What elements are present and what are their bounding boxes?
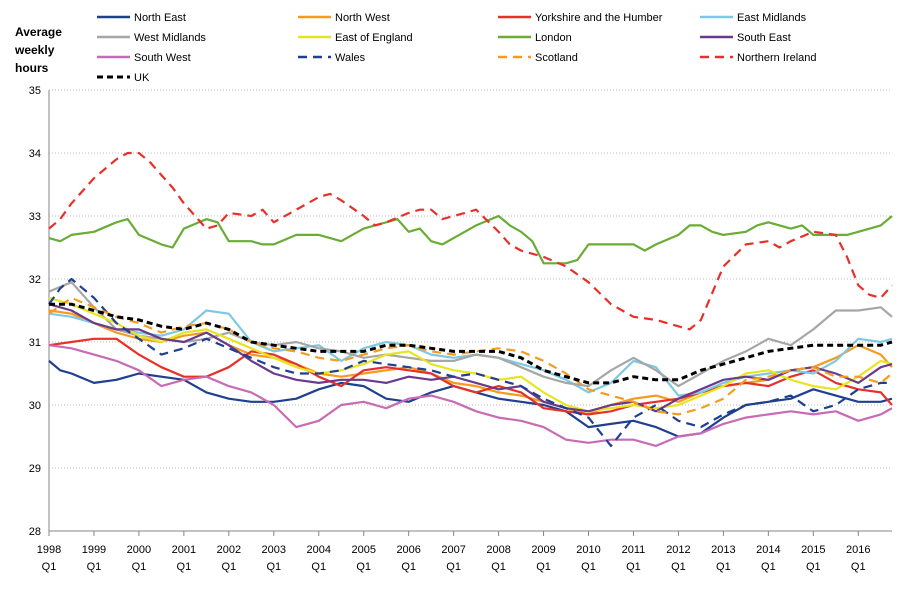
x-tick-label-quarter: Q1 (87, 561, 102, 573)
series-line-london (48, 214, 893, 265)
x-tick-label-year: 2007 (441, 544, 465, 556)
y-tick-label: 33 (29, 211, 41, 223)
x-tick-label-year: 2000 (127, 544, 151, 556)
x-tick-label-quarter: Q1 (761, 561, 776, 573)
x-tick-label-quarter: Q1 (536, 561, 551, 573)
gridlines (49, 89, 892, 469)
x-tick-label-quarter: Q1 (401, 561, 416, 573)
x-tick-label-year: 2016 (846, 544, 870, 556)
legend-label-east-midlands: East Midlands (737, 12, 807, 24)
x-tick-label-quarter: Q1 (356, 561, 371, 573)
x-tick-label-year: 1999 (82, 544, 106, 556)
x-tick-label-quarter: Q1 (806, 561, 821, 573)
x-tick-label-year: 2002 (217, 544, 241, 556)
legend-label-north-east: North East (134, 12, 186, 24)
y-tick-label: 35 (29, 85, 41, 97)
legend-label-south-west: South West (134, 52, 191, 64)
x-tick-label-year: 2006 (396, 544, 420, 556)
y-tick-label: 34 (29, 148, 41, 160)
legend-label-scotland: Scotland (535, 52, 578, 64)
y-tick-label: 31 (29, 337, 41, 349)
legend-label-east-of-england: East of England (335, 32, 413, 44)
x-tick-label-year: 2008 (486, 544, 510, 556)
series-line-south-east (48, 303, 893, 413)
series-line-north-west (48, 309, 893, 416)
y-axis-label-line-1: Average (15, 25, 62, 39)
y-axis-ticks: 28 29 30 31 32 33 34 35 (29, 85, 41, 538)
x-tick-label-year: 2005 (351, 544, 375, 556)
x-tick-label-quarter: Q1 (446, 561, 461, 573)
x-tick-label-quarter: Q1 (311, 561, 326, 573)
x-tick-label-quarter: Q1 (581, 561, 596, 573)
series-line-scotland (48, 296, 893, 416)
series-line-northern-ireland (48, 151, 893, 331)
axes (48, 90, 892, 532)
x-tick-label-quarter: Q1 (626, 561, 641, 573)
legend-label-london: London (535, 32, 572, 44)
legend-label-north-west: North West (335, 12, 390, 24)
x-tick-label-quarter: Q1 (491, 561, 506, 573)
x-tick-label-quarter: Q1 (851, 561, 866, 573)
x-tick-label-year: 2010 (576, 544, 600, 556)
x-tick-label-quarter: Q1 (42, 561, 57, 573)
legend: North East North West Yorkshire and the Hu… (97, 12, 817, 84)
x-axis-ticks: 1998 Q1 1999 Q1 2000 Q1 2001 Q1 2002 Q1 2003 Q1 2004… (37, 531, 871, 573)
x-tick-label-year: 2004 (307, 544, 331, 556)
series-line-uk (49, 302, 893, 385)
x-tick-label-quarter: Q1 (132, 561, 147, 573)
y-axis-label-line-3: hours (15, 61, 49, 75)
x-tick-label-quarter: Q1 (221, 561, 236, 573)
x-tick-label-year: 2003 (262, 544, 286, 556)
legend-label-northern-ireland: Northern Ireland (737, 52, 817, 64)
legend-label-south-east: South East (737, 32, 791, 44)
y-tick-label: 32 (29, 274, 41, 286)
y-tick-label: 29 (29, 463, 41, 475)
x-tick-label-year: 2009 (531, 544, 555, 556)
x-tick-label-year: 2012 (666, 544, 690, 556)
legend-label-wales: Wales (335, 52, 366, 64)
y-tick-label: 28 (29, 526, 41, 538)
x-tick-label-year: 2014 (756, 544, 780, 556)
x-tick-label-quarter: Q1 (716, 561, 731, 573)
x-tick-label-quarter: Q1 (266, 561, 281, 573)
x-tick-label-year: 2015 (801, 544, 825, 556)
x-tick-label-year: 2001 (172, 544, 196, 556)
series-lines (48, 151, 893, 447)
legend-label-yorkshire-and-the-humber: Yorkshire and the Humber (535, 12, 663, 24)
x-tick-label-year: 1998 (37, 544, 61, 556)
y-tick-label: 30 (29, 400, 41, 412)
series-line-south-west (48, 344, 893, 447)
y-axis-label: Average weekly hours (14, 25, 62, 75)
x-tick-label-quarter: Q1 (177, 561, 192, 573)
series-line-wales (48, 277, 892, 447)
y-axis-label-line-2: weekly (14, 43, 55, 57)
x-tick-label-quarter: Q1 (671, 561, 686, 573)
series-line-west-midlands (48, 281, 893, 388)
series-line-yorkshire-and-the-humber (48, 337, 893, 416)
x-tick-label-year: 2011 (622, 544, 646, 556)
legend-label-west-midlands: West Midlands (134, 32, 206, 44)
x-tick-label-year: 2013 (711, 544, 735, 556)
legend-label-uk: UK (134, 72, 150, 84)
